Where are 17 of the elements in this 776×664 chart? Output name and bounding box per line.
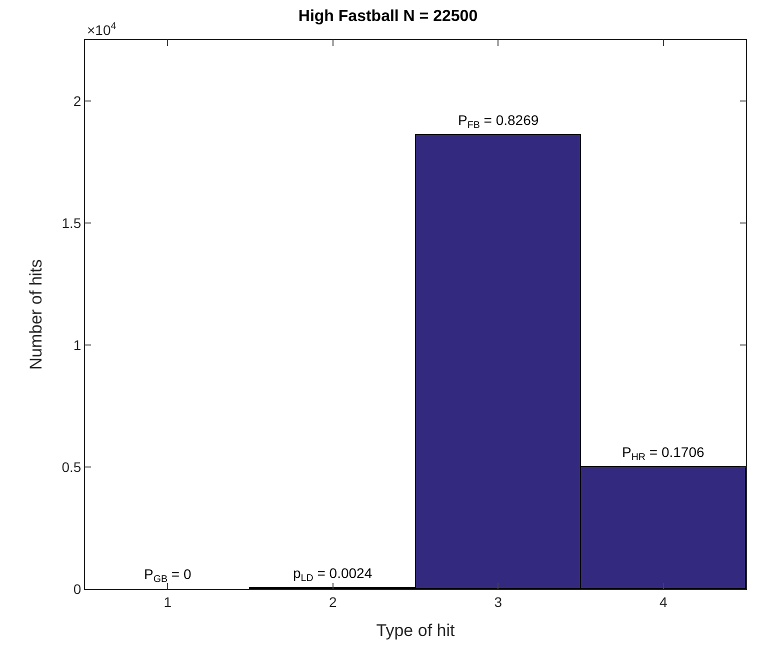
annotation: P$_{HR}$ = 0.1706 <box>622 444 704 463</box>
x-tick-label: 4 <box>659 594 668 610</box>
chart-title: High Fastball N = 22500 <box>298 8 478 26</box>
y-tick-label: 1 <box>73 336 82 353</box>
text: ×10$^{4}$ <box>87 21 117 38</box>
y-tick-label: 2 <box>73 92 82 109</box>
x-tick-label: 2 <box>328 594 337 610</box>
annotation: P$_{FB}$ = 0.8269 <box>458 112 539 131</box>
x-tick-label: 3 <box>494 594 502 610</box>
y-axis-title: Number of hits <box>26 259 46 370</box>
x-tick-label: 1 <box>164 594 172 610</box>
annotation: P$_{GB}$ = 0 <box>144 566 192 585</box>
y-tick-label: 0.5 <box>62 458 82 475</box>
annotation: p$_{LD}$ = 0.0024 <box>293 565 372 584</box>
y-tick-label: 1.5 <box>62 214 82 231</box>
x-axis-title: Type of hit <box>376 621 455 640</box>
y-tick-label: 0 <box>73 580 82 597</box>
